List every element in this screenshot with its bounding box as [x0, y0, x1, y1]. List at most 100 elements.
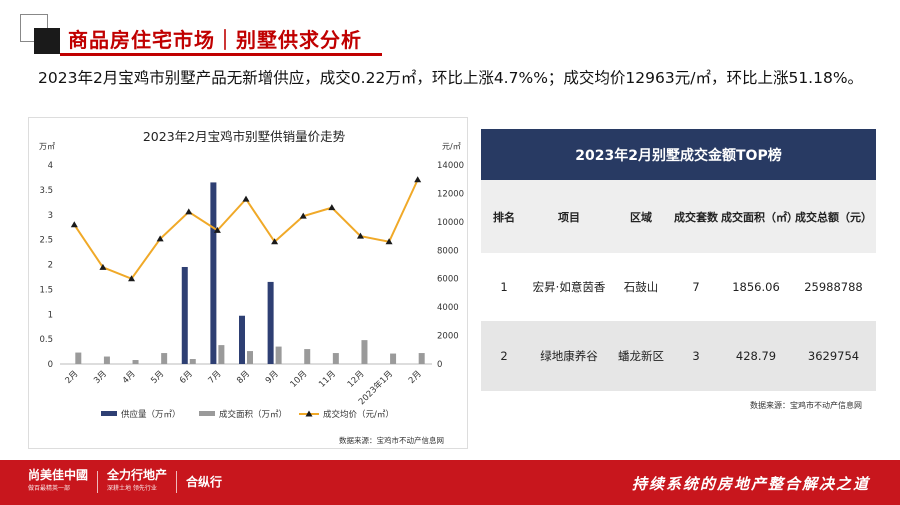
summary-text: 2023年2月宝鸡市别墅产品无新增供应，成交0.22万㎡，环比上涨4.7%%；成… [38, 69, 864, 87]
price-point [128, 275, 136, 282]
price-point [70, 221, 78, 228]
cell-area: 428.79 [735, 349, 777, 363]
deal-area-bar [218, 345, 225, 364]
table-row: 1 宏昇·如意茵香 石鼓山 7 1856.06 25988788 [481, 253, 876, 321]
y-right-tick-label: 10000 [437, 218, 464, 228]
supply-sales-chart: 2023年2月宝鸡市别墅供销量价走势 万㎡ 元/㎡ 0 0.5 1 1.5 2 2.5 3 3.5 4… [28, 117, 468, 449]
supply-bar [210, 182, 217, 364]
logo-shangmeijia: 尚美佳中國 做百最精英一部 [28, 468, 88, 496]
cell-units: 3 [692, 349, 700, 363]
y-left-tick-label: 3.5 [39, 186, 53, 196]
cell-project: 宏昇·如意茵香 [532, 280, 606, 294]
deal-area-bar [132, 360, 139, 364]
cell-district: 石鼓山 [623, 280, 659, 294]
logo-quanlihang-text: 全力行地产 [107, 468, 168, 482]
y-right-unit-label: 元/㎡ [442, 142, 461, 151]
cell-area: 1856.06 [732, 280, 780, 294]
footer-slogan: 持续系统的房地产整合解决之道 [631, 475, 870, 493]
header-area: 成交面积（㎡） [721, 210, 798, 224]
deal-area-bar [304, 349, 311, 364]
y-left-tick-label: 3 [48, 211, 53, 221]
cell-total: 3629754 [807, 349, 860, 363]
y-right-tick-label: 4000 [437, 303, 459, 313]
y-left-unit-label: 万㎡ [39, 142, 55, 151]
x-tick-label: 12月 [346, 369, 367, 390]
x-tick-label: 11月 [317, 369, 338, 390]
y-left-tick-label: 1 [48, 310, 53, 320]
x-tick-label: 3月 [92, 369, 109, 386]
y-right-tick-label: 8000 [437, 246, 459, 256]
header-rank: 排名 [493, 210, 515, 224]
supply-bar [267, 281, 274, 364]
legend-supply-swatch [101, 411, 117, 416]
logo-shangmeijia-sub: 做百最精英一部 [28, 485, 71, 492]
price-point [99, 263, 107, 270]
y-right-tick-label: 12000 [437, 189, 464, 199]
table-title: 2023年2月别墅成交金额TOP榜 [481, 129, 876, 180]
legend-supply-label: 供应量（万㎡） [121, 409, 181, 420]
x-tick-label: 7月 [207, 369, 224, 386]
logo-hezonghang: 合纵行 [186, 475, 222, 489]
chart-source-note: 数据来源：宝鸡市不动产信息网 [339, 435, 444, 445]
y-right-tick-label: 2000 [437, 332, 459, 342]
header-total: 成交总额（元） [795, 210, 872, 224]
logo-quanlihang-sub: 深耕土地 领先行业 [107, 485, 157, 492]
page-title: 商品房住宅市场｜别墅供求分析 [68, 28, 362, 52]
cell-project: 绿地康养谷 [540, 349, 598, 363]
decorative-square-fill [34, 28, 60, 54]
title-underline [60, 53, 382, 56]
logo-shangmeijia-text: 尚美佳中國 [28, 468, 89, 482]
x-tick-label: 2月 [64, 369, 81, 386]
x-tick-label: 10月 [289, 369, 310, 390]
x-tick-label: 8月 [235, 369, 252, 386]
price-point [414, 176, 422, 183]
header-project: 项目 [558, 210, 580, 224]
deal-area-bar [247, 351, 253, 364]
footer-bar: 尚美佳中國 做百最精英一部 全力行地产 深耕土地 领先行业 合纵行 持续系统的房… [0, 460, 900, 505]
table-row: 2 绿地康养谷 蟠龙新区 3 428.79 3629754 [481, 321, 876, 391]
price-point [213, 226, 221, 233]
price-point [385, 238, 393, 245]
deal-area-bar [361, 340, 368, 364]
y-left-tick-label: 2 [48, 261, 53, 271]
legend-deal-swatch [199, 411, 215, 416]
legend-price-label: 成交均价（元/㎡） [323, 409, 394, 420]
footer-logos: 尚美佳中國 做百最精英一部 全力行地产 深耕土地 领先行业 合纵行 [28, 468, 222, 496]
price-point [299, 212, 307, 219]
supply-bar [181, 266, 188, 364]
cell-rank: 1 [500, 280, 508, 294]
y-left-tick-label: 0 [48, 360, 53, 370]
x-tick-label: 2月 [407, 369, 424, 386]
cell-units: 7 [692, 280, 700, 294]
cell-district: 蟠龙新区 [618, 349, 664, 363]
header-district: 区域 [630, 210, 652, 224]
price-point [156, 235, 164, 242]
y-right-tick-label: 14000 [437, 161, 464, 171]
logo-quanlihang: 全力行地产 深耕土地 领先行业 [107, 468, 167, 496]
top-deals-table: 2023年2月别墅成交金额TOP榜 排名 项目 区域 成交套数 成交面积（㎡） … [481, 129, 876, 391]
legend-price-marker [305, 410, 313, 417]
y-left-tick-label: 1.5 [39, 285, 53, 295]
logo-hezonghang-text: 合纵行 [186, 475, 223, 489]
deal-area-bar [75, 352, 82, 364]
x-tick-label: 4月 [121, 369, 138, 386]
deal-area-bar [161, 353, 168, 364]
price-point [356, 232, 364, 239]
deal-area-bar [390, 353, 397, 364]
price-point [271, 238, 279, 245]
x-tick-label: 9月 [264, 369, 281, 386]
table-source-note: 数据来源：宝鸡市不动产信息网 [750, 401, 862, 410]
table-header-row: 排名 项目 区域 成交套数 成交面积（㎡） 成交总额（元） [481, 180, 876, 253]
deal-area-bar [332, 353, 339, 364]
y-right-tick-label: 0 [437, 360, 442, 370]
deal-area-bar [275, 346, 282, 364]
y-right-tick-label: 6000 [437, 275, 459, 285]
x-tick-label: 6月 [178, 369, 195, 386]
logo-divider [176, 471, 178, 493]
deal-area-bar [103, 356, 110, 364]
x-tick-label: 5月 [149, 369, 166, 386]
legend-deal-label: 成交面积（万㎡） [219, 409, 287, 420]
deal-area-bar [418, 353, 425, 364]
deal-area-bar [189, 359, 196, 364]
price-line [73, 179, 419, 280]
